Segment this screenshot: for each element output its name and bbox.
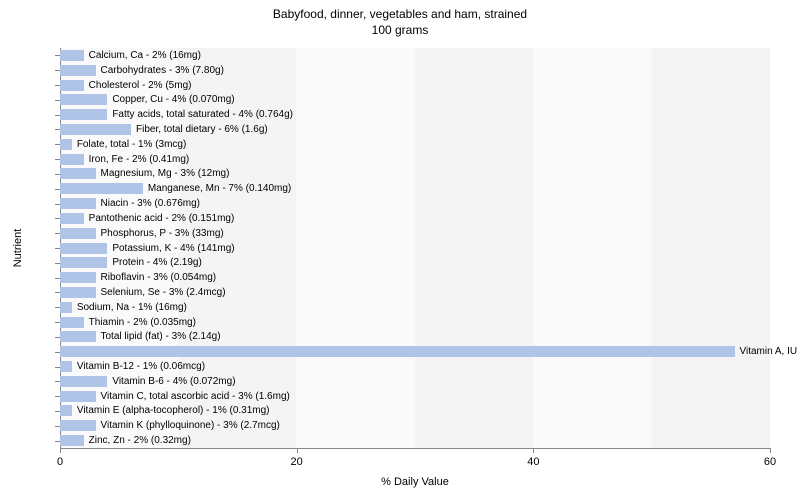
- bar-row: Phosphorus, P - 3% (33mg): [60, 228, 224, 239]
- x-tick: [533, 448, 534, 453]
- bar-label: Vitamin A, IU - 57% (2872IU): [735, 346, 800, 357]
- bar: [60, 213, 84, 224]
- bar-label: Vitamin C, total ascorbic acid - 3% (1.6…: [96, 391, 290, 402]
- bar-row: Potassium, K - 4% (141mg): [60, 243, 235, 254]
- bar-label: Iron, Fe - 2% (0.41mg): [84, 154, 190, 165]
- bar-label: Niacin - 3% (0.676mg): [96, 198, 200, 209]
- bar-row: Zinc, Zn - 2% (0.32mg): [60, 435, 191, 446]
- bar-label: Phosphorus, P - 3% (33mg): [96, 228, 224, 239]
- bar-label: Vitamin B-12 - 1% (0.06mcg): [72, 361, 205, 372]
- bar: [60, 272, 96, 283]
- bar-row: Thiamin - 2% (0.035mg): [60, 317, 196, 328]
- bar-row: Vitamin C, total ascorbic acid - 3% (1.6…: [60, 391, 290, 402]
- bar-label: Fatty acids, total saturated - 4% (0.764…: [107, 109, 293, 120]
- bar-label: Fiber, total dietary - 6% (1.6g): [131, 124, 268, 135]
- bar: [60, 302, 72, 313]
- bar-row: Fatty acids, total saturated - 4% (0.764…: [60, 109, 293, 120]
- bar-label: Magnesium, Mg - 3% (12mg): [96, 168, 230, 179]
- bar: [60, 50, 84, 61]
- bar-label: Vitamin B-6 - 4% (0.072mg): [107, 376, 235, 387]
- bar-row: Cholesterol - 2% (5mg): [60, 80, 191, 91]
- bar-label: Folate, total - 1% (3mcg): [72, 139, 186, 150]
- bar: [60, 257, 107, 268]
- bar: [60, 198, 96, 209]
- bar-row: Copper, Cu - 4% (0.070mg): [60, 94, 235, 105]
- bar-row: Calcium, Ca - 2% (16mg): [60, 50, 201, 61]
- bar: [60, 154, 84, 165]
- bar-row: Sodium, Na - 1% (16mg): [60, 302, 187, 313]
- bar: [60, 243, 107, 254]
- bar-label: Calcium, Ca - 2% (16mg): [84, 50, 201, 61]
- bar: [60, 420, 96, 431]
- bar-row: Niacin - 3% (0.676mg): [60, 198, 200, 209]
- chart-title: Babyfood, dinner, vegetables and ham, st…: [0, 6, 800, 38]
- bar-row: Pantothenic acid - 2% (0.151mg): [60, 213, 234, 224]
- bar: [60, 376, 107, 387]
- bar: [60, 317, 84, 328]
- bar: [60, 287, 96, 298]
- bar-label: Riboflavin - 3% (0.054mg): [96, 272, 217, 283]
- bar-label: Zinc, Zn - 2% (0.32mg): [84, 435, 191, 446]
- bar-row: Fiber, total dietary - 6% (1.6g): [60, 124, 268, 135]
- x-tick-label: 20: [291, 456, 303, 468]
- bar: [60, 124, 131, 135]
- bar: [60, 331, 96, 342]
- bar-row: Vitamin B-6 - 4% (0.072mg): [60, 376, 236, 387]
- bar: [60, 65, 96, 76]
- bar: [60, 183, 143, 194]
- bar-row: Vitamin E (alpha-tocopherol) - 1% (0.31m…: [60, 405, 270, 416]
- bar: [60, 435, 84, 446]
- bar-label: Sodium, Na - 1% (16mg): [72, 302, 187, 313]
- x-tick-label: 40: [527, 456, 539, 468]
- bar: [60, 405, 72, 416]
- bar-label: Selenium, Se - 3% (2.4mcg): [96, 287, 226, 298]
- bar-label: Vitamin K (phylloquinone) - 3% (2.7mcg): [96, 420, 280, 431]
- x-axis: [60, 448, 770, 449]
- bar: [60, 80, 84, 91]
- bar-label: Vitamin E (alpha-tocopherol) - 1% (0.31m…: [72, 405, 270, 416]
- bar: [60, 168, 96, 179]
- bars-area: Calcium, Ca - 2% (16mg) Carbohydrates - 3…: [60, 48, 770, 448]
- title-line-2: 100 grams: [0, 22, 800, 38]
- x-tick-label: 0: [57, 456, 63, 468]
- bar-row: Vitamin A, IU - 57% (2872IU): [60, 346, 800, 357]
- bar-label: Carbohydrates - 3% (7.80g): [96, 65, 224, 76]
- x-tick: [60, 448, 61, 453]
- bar-label: Cholesterol - 2% (5mg): [84, 80, 192, 91]
- bar-row: Protein - 4% (2.19g): [60, 257, 202, 268]
- bar-row: Magnesium, Mg - 3% (12mg): [60, 168, 229, 179]
- bar: [60, 228, 96, 239]
- bar-row: Carbohydrates - 3% (7.80g): [60, 65, 224, 76]
- bar-row: Total lipid (fat) - 3% (2.14g): [60, 331, 221, 342]
- bar-row: Iron, Fe - 2% (0.41mg): [60, 154, 189, 165]
- bar: [60, 109, 107, 120]
- x-axis-label: % Daily Value: [60, 476, 770, 488]
- bar: [60, 94, 107, 105]
- bar-row: Selenium, Se - 3% (2.4mcg): [60, 287, 226, 298]
- bar-row: Manganese, Mn - 7% (0.140mg): [60, 183, 291, 194]
- bar-row: Vitamin K (phylloquinone) - 3% (2.7mcg): [60, 420, 280, 431]
- bar: [60, 361, 72, 372]
- x-tick-label: 60: [764, 456, 776, 468]
- bar: [60, 139, 72, 150]
- bar-label: Pantothenic acid - 2% (0.151mg): [84, 213, 235, 224]
- bar-label: Copper, Cu - 4% (0.070mg): [107, 94, 234, 105]
- bar-row: Folate, total - 1% (3mcg): [60, 139, 186, 150]
- y-axis-label: Nutrient: [12, 229, 24, 268]
- bar-label: Manganese, Mn - 7% (0.140mg): [143, 183, 291, 194]
- bar-label: Protein - 4% (2.19g): [107, 257, 202, 268]
- bar-label: Potassium, K - 4% (141mg): [107, 243, 234, 254]
- nutrient-chart: Babyfood, dinner, vegetables and ham, st…: [0, 0, 800, 500]
- title-line-1: Babyfood, dinner, vegetables and ham, st…: [0, 6, 800, 22]
- bar-label: Total lipid (fat) - 3% (2.14g): [96, 331, 221, 342]
- bar: [60, 346, 735, 357]
- bar-row: Riboflavin - 3% (0.054mg): [60, 272, 216, 283]
- bar-label: Thiamin - 2% (0.035mg): [84, 317, 196, 328]
- bar-row: Vitamin B-12 - 1% (0.06mcg): [60, 361, 205, 372]
- bar: [60, 391, 96, 402]
- x-tick: [297, 448, 298, 453]
- x-tick: [770, 448, 771, 453]
